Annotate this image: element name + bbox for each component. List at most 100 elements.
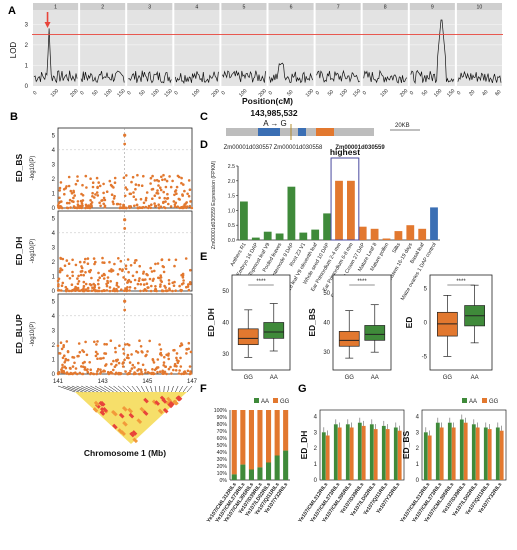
b-snp-point — [172, 349, 175, 352]
b-snp-point — [165, 179, 169, 183]
b-snp-point — [136, 206, 140, 210]
panel-letter-d: D — [200, 139, 208, 151]
d-bar — [251, 237, 260, 240]
a-chrom-name: 2 — [101, 5, 104, 11]
a-xtick-label: 100 — [191, 88, 201, 98]
b-ld-cell — [128, 412, 135, 419]
panel-letter-f: F — [200, 383, 207, 395]
b-snp-point — [185, 347, 188, 351]
b-snp-point — [66, 358, 70, 362]
b-ld-connector — [85, 385, 99, 393]
a-chrom-strip — [362, 3, 408, 10]
b-ld-connector — [150, 385, 153, 393]
b-snp-point — [137, 183, 141, 187]
b-snp-point — [114, 346, 117, 350]
e-xtick-label: GG — [244, 375, 254, 381]
b-snp-point — [90, 205, 93, 208]
b-snp-point — [73, 361, 76, 365]
g-bar — [487, 429, 492, 480]
b-ytick-label: 4 — [52, 314, 56, 320]
b-snp-point — [102, 356, 105, 360]
e-xtick-label: GG — [345, 375, 355, 381]
g-legend-swatch-aa — [462, 398, 467, 403]
b-ld-cell — [102, 407, 108, 413]
b-ld-connector — [179, 385, 183, 393]
b-snp-point — [108, 179, 112, 183]
b-peak-point — [123, 133, 127, 137]
b-snp-point — [84, 174, 88, 178]
b-snp-point — [176, 205, 179, 208]
b-snp-point — [74, 263, 78, 267]
b-snp-point — [149, 206, 153, 210]
b-snp-point — [160, 258, 164, 261]
b-snp-point — [90, 289, 94, 293]
b-ld-cell — [166, 396, 172, 403]
b-snp-point — [156, 189, 159, 192]
f-ytick-label: 60% — [217, 436, 228, 442]
d-bar — [263, 231, 272, 240]
b-snp-point — [65, 372, 68, 375]
b-snp-point — [138, 339, 141, 343]
b-snp-point — [64, 359, 67, 362]
b-snp-point — [59, 256, 62, 260]
a-ylabel: LOD — [9, 42, 18, 59]
b-snp-point — [65, 259, 69, 262]
b-snp-point — [124, 186, 127, 189]
b-snp-point — [182, 279, 185, 282]
b-ld-connector — [167, 385, 170, 393]
b-snp-point — [82, 287, 85, 290]
b-ld-connector — [117, 385, 126, 393]
b-track-ylabel: -log10(P) — [30, 239, 36, 264]
a-chrom-name: 3 — [148, 5, 151, 11]
b-ld-connector — [145, 385, 149, 393]
b-snp-point — [110, 193, 114, 196]
b-ytick-label: 0 — [52, 372, 56, 378]
b-snp-point — [97, 367, 100, 371]
a-xtick-label: 100 — [50, 88, 60, 98]
b-snp-point — [156, 370, 159, 374]
b-snp-point — [189, 350, 193, 354]
a-lod-curve — [174, 71, 219, 84]
a-lod-curve — [363, 69, 408, 84]
b-snp-point — [108, 260, 111, 264]
g-bar — [475, 427, 480, 480]
b-snp-point — [84, 206, 87, 210]
b-snp-point — [162, 371, 165, 375]
b-snp-point — [122, 361, 125, 364]
b-snp-point — [189, 372, 193, 375]
b-snp-point — [189, 268, 192, 272]
b-ld-cell — [112, 423, 118, 430]
a-xtick-label: 50 — [421, 89, 429, 97]
b-snp-point — [117, 285, 120, 289]
g-ytick-label: 1 — [314, 462, 318, 468]
b-snp-point — [82, 289, 85, 293]
b-snp-point — [119, 372, 122, 375]
b-snp-point — [122, 347, 125, 351]
e-ytick-label: 40 — [323, 321, 330, 327]
f-ytick-label: 100% — [214, 408, 228, 414]
b-snp-point — [71, 270, 74, 274]
a-ytick-label: 2 — [25, 43, 29, 49]
g-bar — [427, 435, 432, 480]
b-snp-point — [181, 193, 184, 196]
e-signif-label: **** — [357, 279, 367, 285]
f-bar-aa — [274, 455, 280, 480]
b-snp-point — [78, 260, 82, 264]
b-snp-point — [145, 353, 148, 357]
a-xtick-label: 50 — [138, 89, 146, 97]
b-snp-point — [121, 365, 125, 368]
b-xlabel: Chromosome 1 (Mb) — [84, 448, 166, 458]
b-snp-point — [158, 276, 161, 280]
b-snp-point — [96, 357, 99, 361]
d-bar — [358, 226, 367, 240]
b-snp-point — [148, 277, 152, 281]
a-xtick-label: 200 — [399, 88, 409, 98]
a-chrom-name: 6 — [290, 5, 293, 11]
a-xtick-label: 0 — [79, 90, 85, 96]
b-snp-point — [99, 368, 102, 372]
d-bar — [323, 213, 331, 240]
b-snp-point — [133, 278, 137, 282]
a-xtick-label: 100 — [433, 88, 443, 98]
b-snp-point — [125, 356, 129, 360]
b-snp-point — [144, 205, 148, 209]
